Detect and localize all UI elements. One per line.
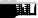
- Bar: [30, 13, 31, 18]
- Bar: [22, 7, 23, 18]
- Bar: [8, 13, 9, 18]
- Bar: [14, 3, 15, 18]
- Bar: [9, 3, 10, 18]
- Bar: [21, 13, 22, 18]
- Bar: [15, 13, 16, 18]
- Legend: c-outlier, Geometric, Benchmark, Gaussian, Adult, MNIST, Star, Song, Cover Type,: c-outlier, Geometric, Benchmark, Gaussia…: [0, 0, 38, 3]
- Bar: [31, 13, 32, 18]
- Bar: [7, 13, 8, 18]
- Bar: [33, 13, 34, 18]
- Bar: [16, 13, 17, 18]
- Bar: [24, 13, 25, 18]
- Bar: [32, 13, 33, 18]
- Bar: [25, 8, 26, 18]
- Bar: [13, 13, 14, 18]
